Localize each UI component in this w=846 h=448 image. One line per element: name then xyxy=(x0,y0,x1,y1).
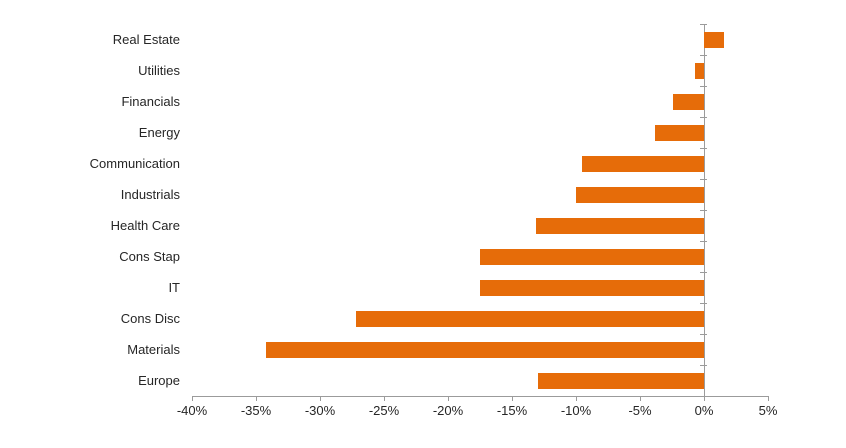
x-axis-tick xyxy=(639,396,641,401)
category-label-europe: Europe xyxy=(138,372,180,388)
category-label-communication: Communication xyxy=(89,155,180,171)
category-axis-tick xyxy=(700,209,707,211)
category-axis-tick xyxy=(700,364,707,366)
x-axis-tick xyxy=(383,396,385,401)
x-tick-label: -20% xyxy=(432,403,464,418)
category-label-energy: Energy xyxy=(138,124,180,140)
category-axis-tick xyxy=(700,54,707,56)
x-tick-label: -10% xyxy=(560,403,592,418)
bar-cons-stap xyxy=(480,248,704,265)
x-tick-label: 0% xyxy=(694,403,714,418)
bar-financials xyxy=(673,93,704,110)
category-axis-tick xyxy=(700,85,707,87)
bar-cons-disc xyxy=(355,310,704,327)
bar-materials xyxy=(266,341,704,358)
x-tick-label: -5% xyxy=(628,403,652,418)
bar-real-estate xyxy=(704,31,725,48)
x-tick-label: -35% xyxy=(240,403,272,418)
category-label-cons-stap: Cons Stap xyxy=(119,248,180,264)
x-axis-tick xyxy=(191,396,193,401)
category-axis-tick xyxy=(700,271,707,273)
bar-industrials xyxy=(576,186,704,203)
category-label-health-care: Health Care xyxy=(110,217,180,233)
category-axis-tick xyxy=(700,116,707,118)
x-tick-label: 5% xyxy=(758,403,778,418)
x-axis-tick xyxy=(255,396,257,401)
x-axis-tick xyxy=(319,396,321,401)
x-axis-tick xyxy=(511,396,513,401)
category-label-financials: Financials xyxy=(121,93,180,109)
x-tick-label: -25% xyxy=(368,403,400,418)
x-axis-tick xyxy=(575,396,577,401)
category-axis-tick xyxy=(700,333,707,335)
x-axis-tick xyxy=(703,396,705,401)
bar-utilities xyxy=(695,62,704,79)
bar-europe xyxy=(537,372,704,389)
bar-communication xyxy=(582,155,704,172)
category-label-utilities: Utilities xyxy=(138,62,180,78)
category-axis-tick xyxy=(700,23,707,25)
category-axis-tick xyxy=(700,240,707,242)
bar-health-care xyxy=(536,217,704,234)
x-axis-line xyxy=(192,396,769,397)
x-axis-tick xyxy=(767,396,769,401)
x-tick-label: -15% xyxy=(496,403,528,418)
category-label-it: IT xyxy=(168,279,180,295)
category-axis-tick xyxy=(700,302,707,304)
x-tick-label: -40% xyxy=(176,403,208,418)
category-axis-tick xyxy=(700,147,707,149)
category-label-industrials: Industrials xyxy=(120,186,180,202)
category-axis-tick xyxy=(700,178,707,180)
bar-energy xyxy=(655,124,704,141)
x-tick-label: -30% xyxy=(304,403,336,418)
category-label-cons-disc: Cons Disc xyxy=(120,310,180,326)
category-label-real-estate: Real Estate xyxy=(112,31,180,47)
bar-it xyxy=(480,279,704,296)
x-axis-tick xyxy=(447,396,449,401)
category-label-materials: Materials xyxy=(127,341,180,357)
